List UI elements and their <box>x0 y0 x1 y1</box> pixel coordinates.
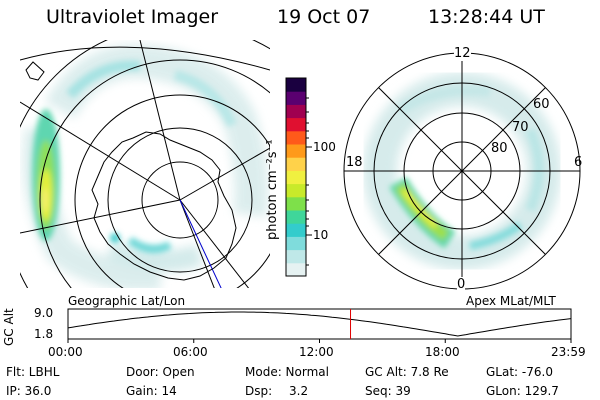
colorbar-segment <box>286 157 306 171</box>
xtick-1200: 12:00 <box>299 345 334 359</box>
geographic-image <box>20 40 270 288</box>
colorbar-segment <box>286 196 306 211</box>
xtick-0600: 06:00 <box>173 345 208 359</box>
mlt-label-12: 12 <box>454 46 471 61</box>
altitude-curve <box>67 311 572 337</box>
info-gain: Gain: 14 <box>126 384 177 398</box>
geographic-label: Geographic Lat/Lon <box>68 294 186 308</box>
info-door: Door: Open <box>126 365 195 379</box>
mlt-label-18: 18 <box>346 155 363 170</box>
xtick-2359: 23:59 <box>551 345 586 359</box>
info-glon: GLon: 129.7 <box>486 384 559 398</box>
xtick-0000: 00:00 <box>48 345 83 359</box>
colorbar-segment <box>286 210 306 224</box>
altitude-ytick-high: 9.0 <box>34 306 54 320</box>
info-glat: GLat: -76.0 <box>486 365 553 379</box>
mlt-label-0: 0 <box>457 277 466 292</box>
info-mode: Mode: Normal <box>245 365 329 379</box>
colorbar-tick-10: 10 <box>313 228 329 242</box>
date-label: 19 Oct 07 <box>277 6 371 28</box>
instrument-title: Ultraviolet Imager <box>46 6 219 28</box>
mlat-label-70: 70 <box>512 120 529 135</box>
colorbar-segment <box>286 144 306 158</box>
mlat-label-60: 60 <box>533 97 550 112</box>
colorbar-segment <box>286 262 306 277</box>
altitude-ytick-low: 1.8 <box>34 327 54 341</box>
apex-grid <box>343 52 581 290</box>
colorbar-segment <box>286 183 306 198</box>
colorbar-segment <box>286 223 306 237</box>
info-gc-alt: GC Alt: 7.8 Re <box>365 365 449 379</box>
colorbar-tick-100: 100 <box>313 140 336 154</box>
info-filter: Flt: LBHL <box>6 365 60 379</box>
mlat-label-80: 80 <box>491 141 508 156</box>
altitude-ylabel: GC Alt <box>2 308 16 346</box>
colorbar-segment <box>286 170 306 185</box>
colorbar-unit-label: photon cm⁻²s⁻¹ <box>265 139 280 240</box>
colorbar-segment <box>286 104 306 119</box>
info-seq: Seq: 39 <box>365 384 411 398</box>
info-dsp-value: 3.2 <box>289 384 309 398</box>
mlt-label-6: 6 <box>574 155 583 170</box>
colorbar-segment <box>286 249 306 264</box>
colorbar-segment <box>286 91 306 105</box>
altitude-plot <box>67 308 572 343</box>
colorbar-segment <box>286 236 306 251</box>
info-dsp-label: Dsp: <box>245 384 273 398</box>
time-label: 13:28:44 UT <box>428 6 545 28</box>
colorbar-segment <box>286 117 306 132</box>
colorbar-segment <box>286 130 306 145</box>
colorbar-segment <box>286 78 306 92</box>
xtick-1800: 18:00 <box>425 345 460 359</box>
info-ip: IP: 36.0 <box>6 384 52 398</box>
apex-label: Apex MLat/MLT <box>466 294 556 308</box>
colorbar <box>285 77 312 277</box>
